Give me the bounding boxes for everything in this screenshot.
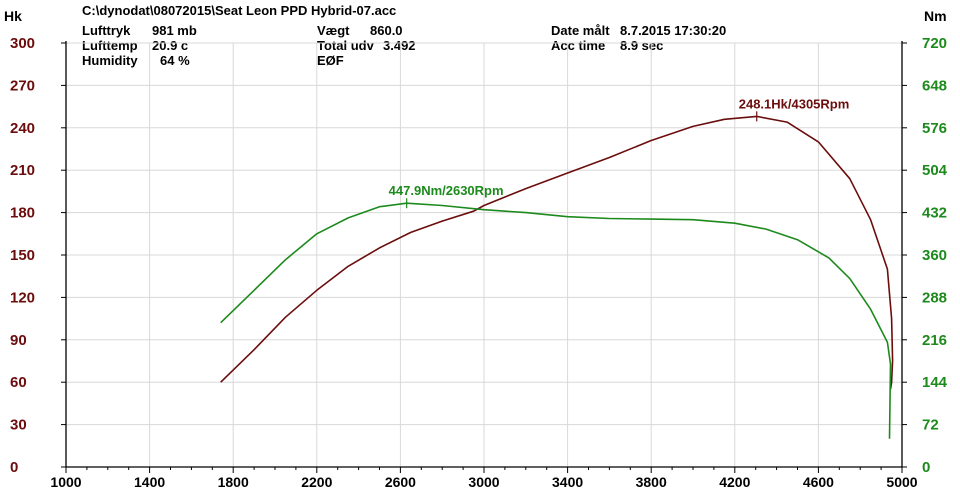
date-value: 8.7.2015 17:30:20: [620, 23, 726, 38]
x-tick-label: 1000: [50, 474, 81, 490]
x-tick-label: 3000: [468, 474, 499, 490]
left-tick-label: 210: [10, 162, 35, 179]
tick-labels: 1000 1400 1800 2200 2600 3000 3400 3800 4200 4600…: [10, 35, 948, 490]
right-tick-label: 360: [922, 247, 947, 264]
right-tick-label: 432: [922, 205, 947, 222]
left-axis-title: Hk: [4, 8, 22, 24]
right-axis-title: Nm: [924, 8, 947, 24]
x-tick-label: 4600: [803, 474, 834, 490]
vaegt-value: 860.0: [370, 23, 403, 38]
file-path: C:\dynodat\08072015\Seat Leon PPD Hybrid…: [82, 3, 396, 18]
left-tick-label: 270: [10, 77, 35, 94]
left-tick-label: 180: [10, 205, 35, 222]
acc-time-value: 8.9 sec: [620, 38, 663, 53]
humidity-label: Humidity: [82, 53, 138, 68]
series-lines: [220, 115, 894, 439]
x-tick-label: 5000: [886, 474, 917, 490]
annotations: 248.1Hk/4305Rpm 447.9Nm/2630Rpm: [389, 96, 850, 209]
x-tick-label: 1400: [134, 474, 165, 490]
right-tick-label: 0: [922, 459, 930, 476]
left-tick-label: 300: [10, 35, 35, 52]
x-tick-label: 2600: [385, 474, 416, 490]
acc-time-label: Acc time: [551, 38, 605, 53]
lufttemp-value: 20.9 c: [152, 38, 188, 53]
left-tick-label: 0: [10, 459, 18, 476]
right-tick-label: 144: [922, 374, 948, 391]
grid-lines: [66, 42, 902, 467]
power-curve: [220, 115, 894, 390]
x-tick-label: 1800: [218, 474, 249, 490]
lufttryk-label: Lufttryk: [82, 23, 131, 38]
peak-torque-label: 447.9Nm/2630Rpm: [389, 183, 504, 198]
eof-label: EØF: [317, 53, 344, 68]
peak-power-label: 248.1Hk/4305Rpm: [739, 96, 850, 111]
right-tick-label: 720: [922, 35, 947, 52]
right-tick-label: 576: [922, 120, 947, 137]
vaegt-label: Vægt: [317, 23, 350, 38]
right-tick-label: 216: [922, 332, 947, 349]
left-tick-label: 150: [10, 247, 35, 264]
x-tick-label: 3400: [552, 474, 583, 490]
right-tick-label: 648: [922, 77, 947, 94]
right-tick-label: 504: [922, 162, 948, 179]
humidity-value: 64 %: [160, 53, 190, 68]
x-tick-label: 3800: [636, 474, 667, 490]
x-tick-label: 2200: [301, 474, 332, 490]
left-tick-label: 120: [10, 289, 35, 306]
left-tick-label: 90: [10, 332, 27, 349]
lufttemp-label: Lufttemp: [82, 38, 138, 53]
left-tick-label: 60: [10, 374, 27, 391]
date-label: Date målt: [551, 23, 610, 38]
axes: [61, 41, 907, 473]
left-tick-label: 240: [10, 120, 35, 137]
right-tick-label: 72: [922, 417, 939, 434]
total-udv-value: 3.492: [383, 38, 416, 53]
x-tick-label: 4200: [719, 474, 750, 490]
lufttryk-value: 981 mb: [152, 23, 197, 38]
left-tick-label: 30: [10, 417, 27, 434]
total-udv-label: Total udv: [317, 38, 375, 53]
right-tick-label: 288: [922, 289, 947, 306]
torque-curve: [220, 202, 892, 439]
